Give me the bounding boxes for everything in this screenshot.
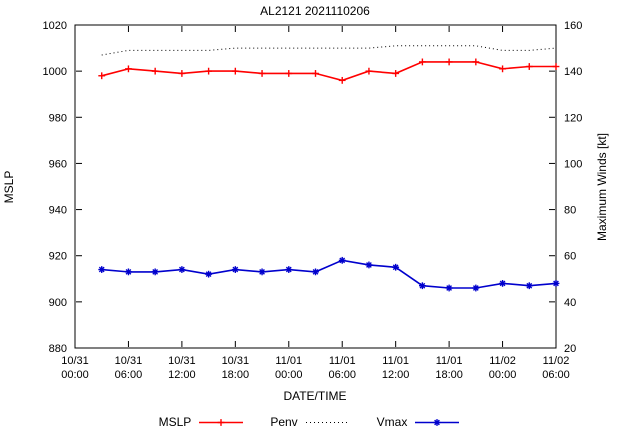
chart-title: AL2121 2021110206 <box>260 4 370 18</box>
legend-sample-mslp-line <box>198 416 244 429</box>
svg-text:12:00: 12:00 <box>382 369 410 381</box>
svg-text:80: 80 <box>564 205 576 217</box>
svg-text:160: 160 <box>564 20 582 32</box>
legend-label-vmax: Vmax <box>376 415 408 429</box>
svg-text:11/01: 11/01 <box>329 355 356 367</box>
svg-text:880: 880 <box>49 343 67 355</box>
right-axis-title: Maximum Winds [kt] <box>595 133 609 241</box>
svg-text:120: 120 <box>564 112 582 124</box>
svg-text:06:00: 06:00 <box>115 369 143 381</box>
legend-item-mslp: MSLP <box>159 415 245 429</box>
svg-text:10/31: 10/31 <box>168 355 196 367</box>
svg-text:900: 900 <box>49 297 67 309</box>
svg-text:12:00: 12:00 <box>168 369 196 381</box>
legend-sample-vmax-line <box>414 416 460 429</box>
left-axis-title: MSLP <box>2 171 16 204</box>
svg-text:11/01: 11/01 <box>436 355 463 367</box>
legend-item-penv: Penv <box>270 415 350 429</box>
svg-text:06:00: 06:00 <box>542 369 570 381</box>
svg-text:11/02: 11/02 <box>489 355 516 367</box>
svg-text:00:00: 00:00 <box>489 369 517 381</box>
svg-text:960: 960 <box>49 158 67 170</box>
legend-sample-penv-line <box>305 416 351 429</box>
svg-text:940: 940 <box>49 205 67 217</box>
svg-text:920: 920 <box>49 251 67 263</box>
svg-text:06:00: 06:00 <box>328 369 356 381</box>
legend-label-mslp: MSLP <box>158 415 192 429</box>
plot-area: 880 900 920 940 960 980 1000 1020 20 40 60 80 100 120… <box>43 20 583 381</box>
x-axis-title: DATE/TIME <box>283 389 346 403</box>
svg-text:980: 980 <box>49 112 67 124</box>
svg-text:10/31: 10/31 <box>115 355 143 367</box>
legend-item-vmax: Vmax <box>377 415 461 429</box>
svg-text:100: 100 <box>564 158 582 170</box>
svg-text:11/01: 11/01 <box>382 355 409 367</box>
svg-text:10/31: 10/31 <box>222 355 250 367</box>
svg-text:1000: 1000 <box>43 66 67 78</box>
svg-text:11/01: 11/01 <box>275 355 302 367</box>
svg-text:40: 40 <box>564 297 576 309</box>
svg-text:00:00: 00:00 <box>275 369 303 381</box>
legend-label-penv: Penv <box>270 415 298 429</box>
svg-text:10/31: 10/31 <box>61 355 89 367</box>
chart-legend: MSLP Penv Vmax <box>0 415 619 429</box>
svg-text:18:00: 18:00 <box>222 369 250 381</box>
svg-text:1020: 1020 <box>43 20 67 32</box>
svg-text:20: 20 <box>564 343 576 355</box>
svg-text:18:00: 18:00 <box>435 369 463 381</box>
svg-text:140: 140 <box>564 66 582 78</box>
svg-text:11/02: 11/02 <box>543 355 570 367</box>
svg-text:00:00: 00:00 <box>61 369 89 381</box>
svg-text:60: 60 <box>564 251 576 263</box>
